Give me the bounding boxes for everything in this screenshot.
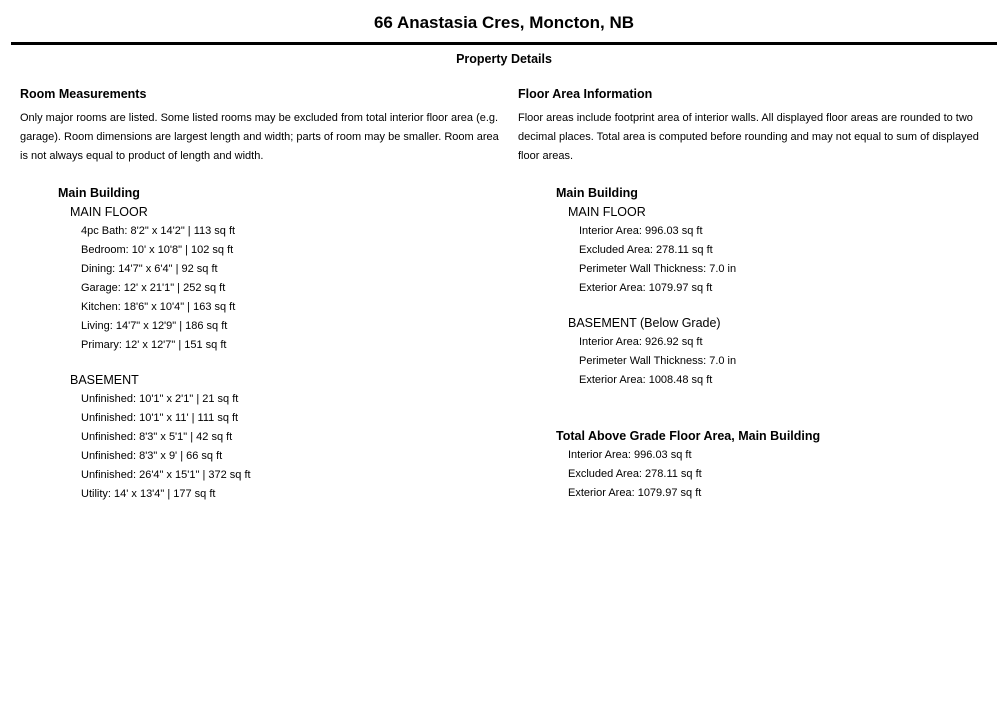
content-columns: Room Measurements Only major rooms are l…	[0, 87, 1008, 504]
room-line: Bedroom: 10' x 10'8" | 102 sq ft	[81, 244, 234, 256]
area-line: Interior Area: 926.92 sq ft	[579, 336, 703, 348]
room-line: Unfinished: 8'3" x 9' | 66 sq ft	[81, 450, 223, 462]
rooms-basement-label: BASEMENT	[70, 373, 139, 387]
room-line: Unfinished: 8'3" x 5'1" | 42 sq ft	[81, 431, 233, 443]
area-line: Perimeter Wall Thickness: 7.0 in	[579, 355, 737, 367]
total-line: Exterior Area: 1079.97 sq ft	[568, 487, 702, 499]
areas-building-name: Main Building	[556, 186, 638, 200]
floor-area-section: Floor Area Information Floor areas inclu…	[518, 87, 995, 504]
room-line: Primary: 12' x 12'7" | 151 sq ft	[81, 339, 227, 351]
areas-basement-block: BASEMENT (Below Grade) Interior Area: 92…	[556, 314, 995, 390]
total-line: Excluded Area: 278.11 sq ft	[568, 468, 702, 480]
room-line: Dining: 14'7" x 6'4" | 92 sq ft	[81, 263, 218, 275]
room-line: Unfinished: 10'1" x 2'1" | 21 sq ft	[81, 393, 239, 405]
floor-area-description: Floor areas include footprint area of in…	[518, 112, 979, 162]
page-subtitle: Property Details	[456, 52, 552, 66]
room-measurements-description: Only major rooms are listed. Some listed…	[20, 112, 499, 162]
room-line: Unfinished: 26'4" x 15'1" | 372 sq ft	[81, 469, 251, 481]
total-line: Interior Area: 996.03 sq ft	[568, 449, 692, 461]
room-line: Unfinished: 10'1" x 11' | 111 sq ft	[81, 412, 239, 424]
room-line: Living: 14'7" x 12'9" | 186 sq ft	[81, 320, 228, 332]
property-report: 66 Anastasia Cres, Moncton, NB Property …	[0, 13, 1008, 504]
areas-main-floor-label: MAIN FLOOR	[568, 205, 646, 219]
rooms-building-name: Main Building	[58, 186, 140, 200]
rooms-main-floor-block: MAIN FLOOR 4pc Bath: 8'2" x 14'2" | 113 …	[58, 203, 504, 355]
rooms-main-building: Main Building MAIN FLOOR 4pc Bath: 8'2" …	[58, 184, 504, 504]
areas-main-building: Main Building MAIN FLOOR Interior Area: …	[556, 184, 995, 390]
room-line: Utility: 14' x 13'4" | 177 sq ft	[81, 488, 216, 500]
room-line: Garage: 12' x 21'1" | 252 sq ft	[81, 282, 226, 294]
total-above-grade-block: Total Above Grade Floor Area, Main Build…	[556, 427, 995, 503]
floor-area-heading: Floor Area Information	[518, 87, 653, 101]
areas-basement-label: BASEMENT (Below Grade)	[568, 316, 721, 330]
area-line: Exterior Area: 1008.48 sq ft	[579, 374, 713, 386]
room-line: 4pc Bath: 8'2" x 14'2" | 113 sq ft	[81, 225, 236, 237]
total-above-grade-heading: Total Above Grade Floor Area, Main Build…	[556, 429, 821, 443]
page-title: 66 Anastasia Cres, Moncton, NB	[373, 13, 635, 32]
rooms-basement-block: BASEMENT Unfinished: 10'1" x 2'1" | 21 s…	[58, 371, 504, 504]
room-measurements-heading: Room Measurements	[20, 87, 147, 101]
areas-main-floor-block: MAIN FLOOR Interior Area: 996.03 sq ft E…	[556, 203, 995, 298]
room-line: Kitchen: 18'6" x 10'4" | 163 sq ft	[81, 301, 236, 313]
rooms-main-floor-label: MAIN FLOOR	[70, 205, 148, 219]
area-line: Perimeter Wall Thickness: 7.0 in	[579, 263, 737, 275]
title-divider	[11, 42, 997, 45]
area-line: Exterior Area: 1079.97 sq ft	[579, 282, 713, 294]
area-line: Interior Area: 996.03 sq ft	[579, 225, 703, 237]
area-line: Excluded Area: 278.11 sq ft	[579, 244, 713, 256]
room-measurements-section: Room Measurements Only major rooms are l…	[20, 87, 504, 504]
